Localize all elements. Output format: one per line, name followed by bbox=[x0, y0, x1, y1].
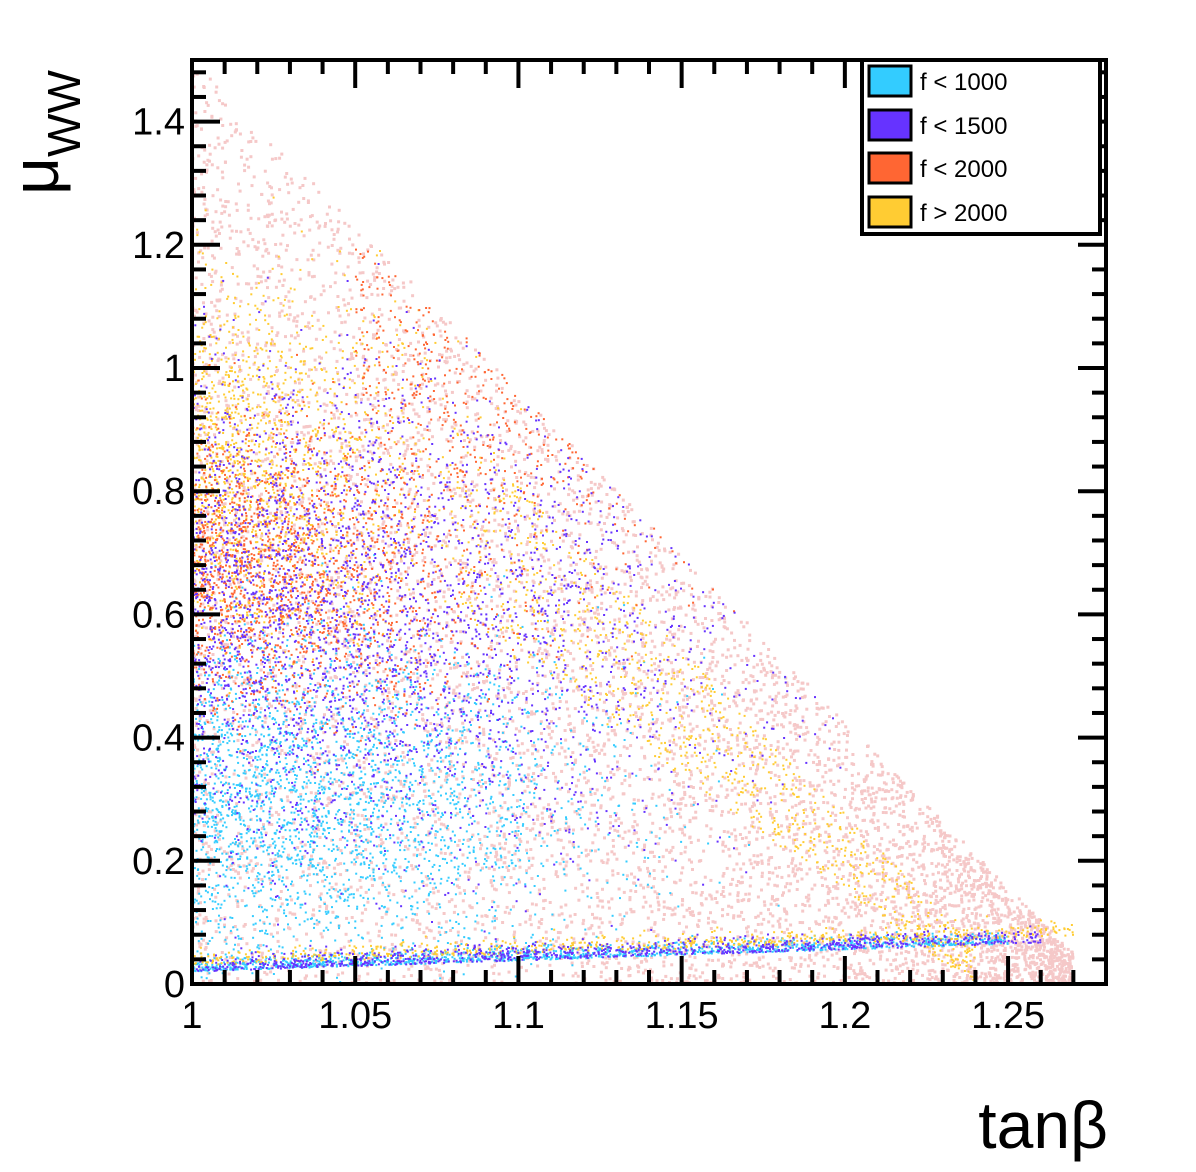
x-tick-label: 1.1 bbox=[492, 995, 545, 1037]
x-tick-label: 1.2 bbox=[818, 995, 871, 1037]
x-axis-title: tanβ bbox=[978, 1088, 1108, 1162]
legend-entry-f-lt-1000: f < 1000 bbox=[867, 64, 1007, 98]
x-tick-label: 1 bbox=[181, 995, 202, 1037]
y-tick-label: 1.4 bbox=[132, 102, 185, 144]
x-tick-label: 1.15 bbox=[645, 995, 719, 1037]
y-axis-title-sub: WW bbox=[38, 70, 90, 157]
y-tick-labels: 0 0.2 0.4 0.6 0.8 1 1.2 1.4 bbox=[132, 102, 185, 1006]
x-tick-label: 1.25 bbox=[971, 995, 1045, 1037]
legend-swatch-f-lt-1500 bbox=[867, 108, 913, 142]
legend-entry-f-gt-2000: f > 2000 bbox=[867, 195, 1007, 229]
legend-swatch-f-gt-2000 bbox=[867, 195, 913, 229]
y-axis-title-main: μ bbox=[0, 157, 72, 195]
legend-swatch-f-lt-1000 bbox=[867, 64, 913, 98]
legend: f < 1000 f < 1500 f < 2000 f > 2000 bbox=[860, 58, 1102, 236]
series-f-lt-1500-points bbox=[191, 263, 1042, 973]
y-tick-label: 0.2 bbox=[132, 841, 185, 883]
y-tick-label: 1.2 bbox=[132, 225, 185, 267]
legend-label-f-lt-1000: f < 1000 bbox=[920, 69, 1007, 96]
legend-label-f-lt-1500: f < 1500 bbox=[920, 113, 1007, 140]
y-tick-label: 1 bbox=[164, 348, 185, 390]
y-tick-label: 0.8 bbox=[132, 471, 185, 513]
y-tick-label: 0.4 bbox=[132, 718, 185, 760]
legend-label-f-lt-2000: f < 2000 bbox=[920, 156, 1007, 183]
x-tick-labels: 1 1.05 1.1 1.15 1.2 1.25 bbox=[181, 995, 1045, 1037]
scatter-points bbox=[190, 72, 1075, 986]
y-tick-label: 0.6 bbox=[132, 594, 185, 636]
legend-entry-f-lt-1500: f < 1500 bbox=[867, 108, 1007, 142]
y-axis-title: μWW bbox=[0, 70, 90, 195]
y-tick-label: 0 bbox=[164, 964, 185, 1006]
legend-entry-f-lt-2000: f < 2000 bbox=[867, 151, 1007, 185]
legend-label-f-gt-2000: f > 2000 bbox=[920, 200, 1007, 227]
legend-swatch-f-lt-2000 bbox=[867, 151, 913, 185]
x-tick-label: 1.05 bbox=[318, 995, 392, 1037]
plot-frame bbox=[190, 58, 1108, 986]
